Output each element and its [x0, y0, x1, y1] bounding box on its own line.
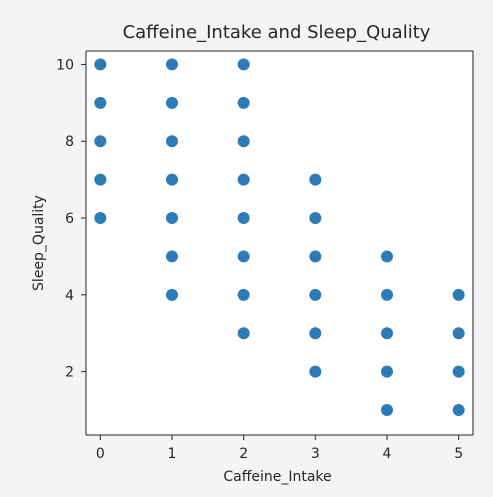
- scatter-point: [237, 327, 250, 340]
- scatter-point: [381, 404, 393, 417]
- y-tick-label: 4: [65, 288, 74, 304]
- scatter-point: [237, 96, 250, 109]
- x-tick-label: 0: [96, 446, 105, 462]
- scatter-point: [309, 250, 322, 263]
- scatter-point: [452, 404, 465, 417]
- scatter-point: [452, 288, 465, 301]
- scatter-point: [166, 288, 178, 301]
- scatter-point: [94, 173, 107, 186]
- scatter-point: [309, 173, 322, 186]
- y-tick-label: 8: [65, 134, 74, 150]
- scatter-point: [166, 135, 178, 148]
- y-axis-ticks: 2 4 6 8 10: [56, 57, 86, 381]
- y-tick-label: 6: [65, 211, 74, 227]
- scatter-point: [237, 135, 250, 148]
- chart-title: Caffeine_Intake and Sleep_Quality: [123, 22, 431, 43]
- x-tick-label: 4: [383, 446, 392, 462]
- scatter-point: [166, 58, 178, 71]
- scatter-point: [452, 327, 465, 340]
- x-tick-label: 3: [311, 446, 320, 462]
- scatter-point: [381, 250, 393, 263]
- scatter-point: [166, 212, 178, 225]
- scatter-point: [381, 365, 393, 378]
- scatter-point: [94, 96, 107, 109]
- scatter-point: [94, 212, 107, 225]
- y-axis-label: Sleep_Quality: [31, 195, 47, 291]
- scatter-point: [94, 135, 107, 148]
- x-tick-label: 2: [239, 446, 248, 462]
- x-axis-ticks: 0 1 2 3 4 5: [96, 435, 463, 462]
- scatter-point: [166, 250, 178, 263]
- scatter-point: [309, 365, 322, 378]
- scatter-point: [166, 173, 178, 186]
- x-axis-label: Caffeine_Intake: [223, 469, 331, 485]
- scatter-point: [452, 365, 465, 378]
- scatter-point: [237, 212, 250, 225]
- plot-area: [86, 51, 473, 435]
- x-tick-label: 5: [454, 446, 463, 462]
- scatter-point: [237, 58, 250, 71]
- x-tick-label: 1: [168, 446, 177, 462]
- scatter-point: [237, 288, 250, 301]
- scatter-point: [166, 96, 178, 109]
- scatter-point: [94, 58, 107, 71]
- scatter-point: [237, 173, 250, 186]
- y-tick-label: 10: [56, 57, 74, 73]
- data-points: [94, 58, 465, 417]
- scatter-point: [309, 327, 322, 340]
- y-tick-label: 2: [65, 365, 74, 381]
- scatter-point: [309, 288, 322, 301]
- scatter-point: [309, 212, 322, 225]
- scatter-point: [381, 327, 393, 340]
- scatter-point: [381, 288, 393, 301]
- scatter-point: [237, 250, 250, 263]
